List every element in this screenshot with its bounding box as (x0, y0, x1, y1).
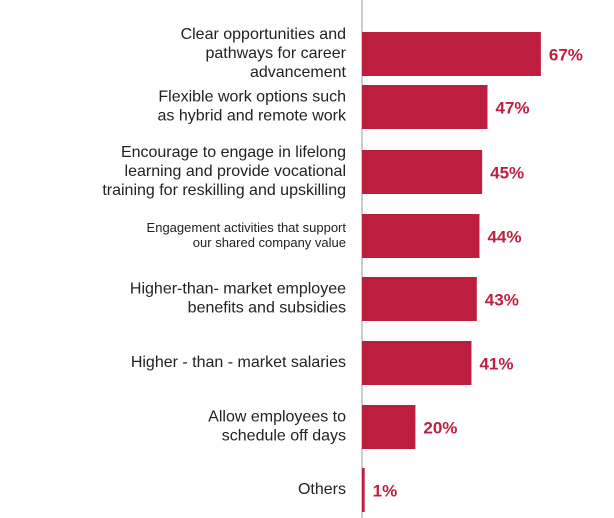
category-label: Higher - than - market salaries (131, 354, 346, 371)
bar (362, 214, 480, 258)
value-label: 41% (479, 354, 513, 373)
bar (362, 85, 488, 129)
category-label: our shared company value (193, 235, 346, 250)
category-label: Others (298, 481, 346, 498)
category-label: Higher-than- market employee (130, 281, 346, 298)
category-label: Flexible work options such (158, 89, 346, 106)
category-label: as hybrid and remote work (157, 108, 347, 125)
bar (362, 405, 416, 449)
value-label: 20% (423, 418, 457, 437)
value-label: 1% (373, 481, 398, 500)
bar (362, 468, 365, 512)
category-label: Encourage to engage in lifelong (121, 144, 346, 161)
bar (362, 341, 472, 385)
value-label: 45% (490, 163, 524, 182)
category-label: Clear opportunities and (181, 26, 346, 43)
category-label: Allow employees to (208, 409, 346, 426)
category-label: learning and provide vocational (125, 163, 346, 180)
bar (362, 150, 483, 194)
value-label: 47% (495, 98, 529, 117)
category-label: pathways for career (205, 45, 346, 62)
category-label: schedule off days (222, 428, 346, 445)
value-label: 43% (485, 290, 519, 309)
category-label: Engagement activities that support (147, 220, 347, 235)
category-label: benefits and subsidies (188, 300, 346, 317)
value-label: 67% (549, 45, 583, 64)
bar (362, 32, 541, 76)
category-label: advancement (250, 64, 347, 81)
bar (362, 277, 477, 321)
category-label: training for reskilling and upskilling (102, 182, 346, 199)
value-label: 44% (487, 227, 521, 246)
